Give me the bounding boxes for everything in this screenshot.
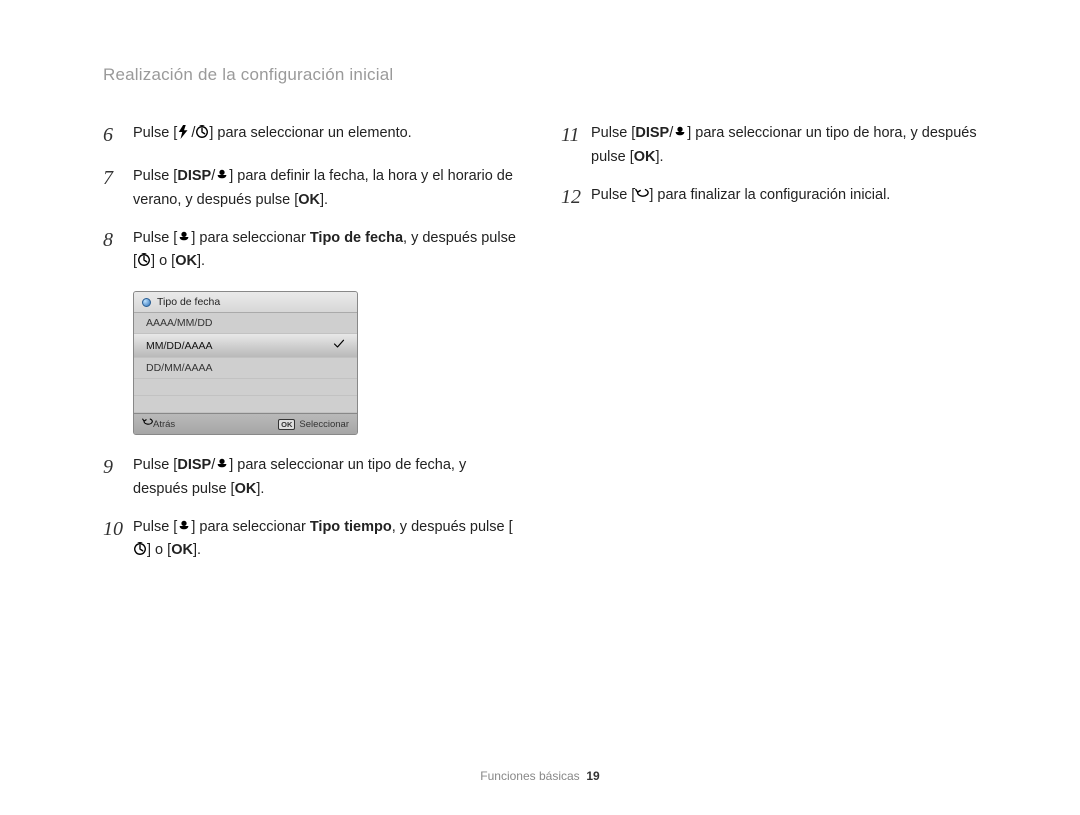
option-label: MM/DD/AAAA — [146, 340, 213, 352]
timer-icon — [133, 542, 147, 564]
option-label: AAAA/MM/DD — [146, 317, 213, 329]
footer-select-label: Seleccionar — [299, 419, 349, 430]
section-title: Realización de la configuración inicial — [103, 65, 393, 85]
step-8: 8Pulse [] para seleccionar Tipo de fecha… — [103, 228, 519, 276]
menu-list: AAAA/MM/DD MM/DD/AAAA DD/MM/AAAA — [134, 313, 357, 413]
step-body: Pulse [] para seleccionar Tipo de fecha,… — [133, 228, 519, 276]
timer-icon — [137, 253, 151, 275]
ok-box-icon: OK — [278, 419, 295, 430]
step-body: Pulse [DISP/] para seleccionar un tipo d… — [591, 123, 977, 169]
menu-option: MM/DD/AAAA — [134, 334, 357, 358]
menu-option: DD/MM/AAAA — [134, 358, 357, 379]
step-number: 9 — [103, 452, 133, 482]
screenshot-wrap: Tipo de fecha AAAA/MM/DD MM/DD/AAAA DD/MM/… — [133, 291, 519, 435]
manual-page: Realización de la configuración inicial … — [0, 0, 1080, 815]
step-number: 6 — [103, 120, 133, 150]
menu-option: AAAA/MM/DD — [134, 313, 357, 334]
right-column: 11Pulse [DISP/] para seleccionar un tipo… — [561, 123, 977, 580]
footer-page-number: 19 — [586, 769, 599, 783]
macro-icon — [215, 457, 229, 479]
menu-title: Tipo de fecha — [157, 296, 220, 308]
steps-left: 6Pulse [/] para seleccionar un elemento.… — [103, 123, 519, 275]
menu-footer: Atrás OK Seleccionar — [134, 413, 357, 434]
step-body: Pulse [DISP/] para definir la fecha, la … — [133, 166, 519, 212]
menu-empty-row — [134, 379, 357, 396]
step-number: 7 — [103, 163, 133, 193]
content-columns: 6Pulse [/] para seleccionar un elemento.… — [103, 123, 977, 580]
date-type-menu: Tipo de fecha AAAA/MM/DD MM/DD/AAAA DD/MM/… — [133, 291, 358, 435]
check-icon — [333, 338, 345, 353]
flash-icon — [177, 125, 191, 147]
step-7: 7Pulse [DISP/] para definir la fecha, la… — [103, 166, 519, 212]
macro-icon — [673, 125, 687, 147]
macro-icon — [215, 168, 229, 190]
step-11: 11Pulse [DISP/] para seleccionar un tipo… — [561, 123, 977, 169]
step-body: Pulse [/] para seleccionar un elemento. — [133, 123, 519, 147]
step-number: 12 — [561, 182, 591, 212]
back-icon — [142, 417, 153, 431]
step-9: 9Pulse [DISP/] para seleccionar un tipo … — [103, 455, 519, 501]
footer-label: Funciones básicas — [480, 769, 579, 783]
macro-icon — [177, 519, 191, 541]
menu-empty-row — [134, 396, 357, 413]
steps-right: 11Pulse [DISP/] para seleccionar un tipo… — [561, 123, 977, 212]
step-body: Pulse [] para seleccionar Tipo tiempo, y… — [133, 517, 519, 565]
footer-back-label: Atrás — [153, 419, 175, 430]
steps-left-after: 9Pulse [DISP/] para seleccionar un tipo … — [103, 455, 519, 564]
menu-header: Tipo de fecha — [134, 292, 357, 313]
step-number: 11 — [561, 120, 591, 150]
step-number: 10 — [103, 514, 133, 544]
step-body: Pulse [] para finalizar la configuración… — [591, 185, 977, 209]
left-column: 6Pulse [/] para seleccionar un elemento.… — [103, 123, 519, 580]
menu-dot-icon — [142, 298, 151, 307]
step-body: Pulse [DISP/] para seleccionar un tipo d… — [133, 455, 519, 501]
macro-icon — [177, 230, 191, 252]
step-number: 8 — [103, 225, 133, 255]
page-footer: Funciones básicas 19 — [0, 769, 1080, 783]
option-label: DD/MM/AAAA — [146, 362, 213, 374]
back-icon — [635, 187, 649, 209]
step-10: 10Pulse [] para seleccionar Tipo tiempo,… — [103, 517, 519, 565]
step-6: 6Pulse [/] para seleccionar un elemento. — [103, 123, 519, 150]
timer-icon — [195, 125, 209, 147]
step-12: 12Pulse [] para finalizar la configuraci… — [561, 185, 977, 212]
